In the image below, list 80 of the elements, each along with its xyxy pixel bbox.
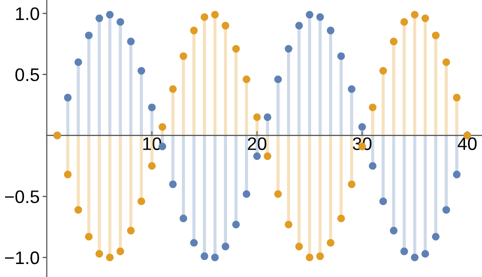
point <box>180 214 188 222</box>
point <box>96 14 104 22</box>
point <box>410 10 419 18</box>
point <box>106 10 114 18</box>
point <box>106 254 114 262</box>
point <box>274 190 282 198</box>
point <box>148 104 156 112</box>
point <box>232 44 240 53</box>
point <box>326 26 334 34</box>
point <box>295 242 303 250</box>
point <box>284 220 292 228</box>
point <box>306 10 314 18</box>
point <box>138 198 146 206</box>
x-tick-label: 20 <box>248 137 266 150</box>
point <box>432 232 440 241</box>
point <box>306 254 314 262</box>
point <box>127 226 135 234</box>
point <box>169 85 177 93</box>
point <box>232 220 240 228</box>
point <box>211 10 219 18</box>
point <box>379 198 387 206</box>
point <box>148 162 156 170</box>
point <box>127 38 135 46</box>
x-tick-label: 40 <box>458 137 477 150</box>
point <box>316 13 324 21</box>
point <box>116 248 124 256</box>
point <box>180 52 188 60</box>
point <box>452 94 461 102</box>
point <box>169 180 177 188</box>
point <box>452 170 461 178</box>
point <box>64 170 72 178</box>
point <box>326 239 334 247</box>
point <box>242 75 250 84</box>
point <box>348 180 356 188</box>
point <box>96 250 104 258</box>
point <box>264 113 272 121</box>
point <box>390 226 398 234</box>
point <box>442 206 450 214</box>
point <box>190 26 198 34</box>
point <box>390 38 398 46</box>
point <box>158 123 166 131</box>
point <box>242 190 250 198</box>
point <box>222 242 230 250</box>
y-tick-label: 0.5 <box>15 68 40 82</box>
point <box>432 32 440 40</box>
point <box>74 58 82 66</box>
point <box>200 13 208 21</box>
point <box>74 206 82 214</box>
point <box>337 214 345 222</box>
point <box>190 239 198 247</box>
point <box>264 152 272 160</box>
point <box>211 254 219 262</box>
point <box>348 85 356 93</box>
point <box>368 162 376 170</box>
point <box>116 18 124 26</box>
point <box>400 248 408 256</box>
point <box>253 152 261 160</box>
point <box>337 52 345 60</box>
point <box>400 18 408 26</box>
point <box>84 232 93 241</box>
point <box>284 44 292 53</box>
point <box>421 14 430 22</box>
point <box>410 254 419 262</box>
point <box>442 58 450 66</box>
point <box>316 252 324 260</box>
point <box>295 22 303 30</box>
point <box>84 32 93 40</box>
point <box>222 22 230 30</box>
point <box>421 250 430 258</box>
point <box>200 252 208 260</box>
y-tick-label: 1.0 <box>16 7 40 20</box>
y-tick-label: −0.5 <box>5 190 40 204</box>
point <box>138 66 146 75</box>
point <box>64 94 72 102</box>
point <box>253 113 261 121</box>
point <box>358 123 366 131</box>
point <box>368 104 376 112</box>
point <box>379 66 387 75</box>
point <box>274 75 282 84</box>
y-tick-label: −1.0 <box>5 251 40 264</box>
